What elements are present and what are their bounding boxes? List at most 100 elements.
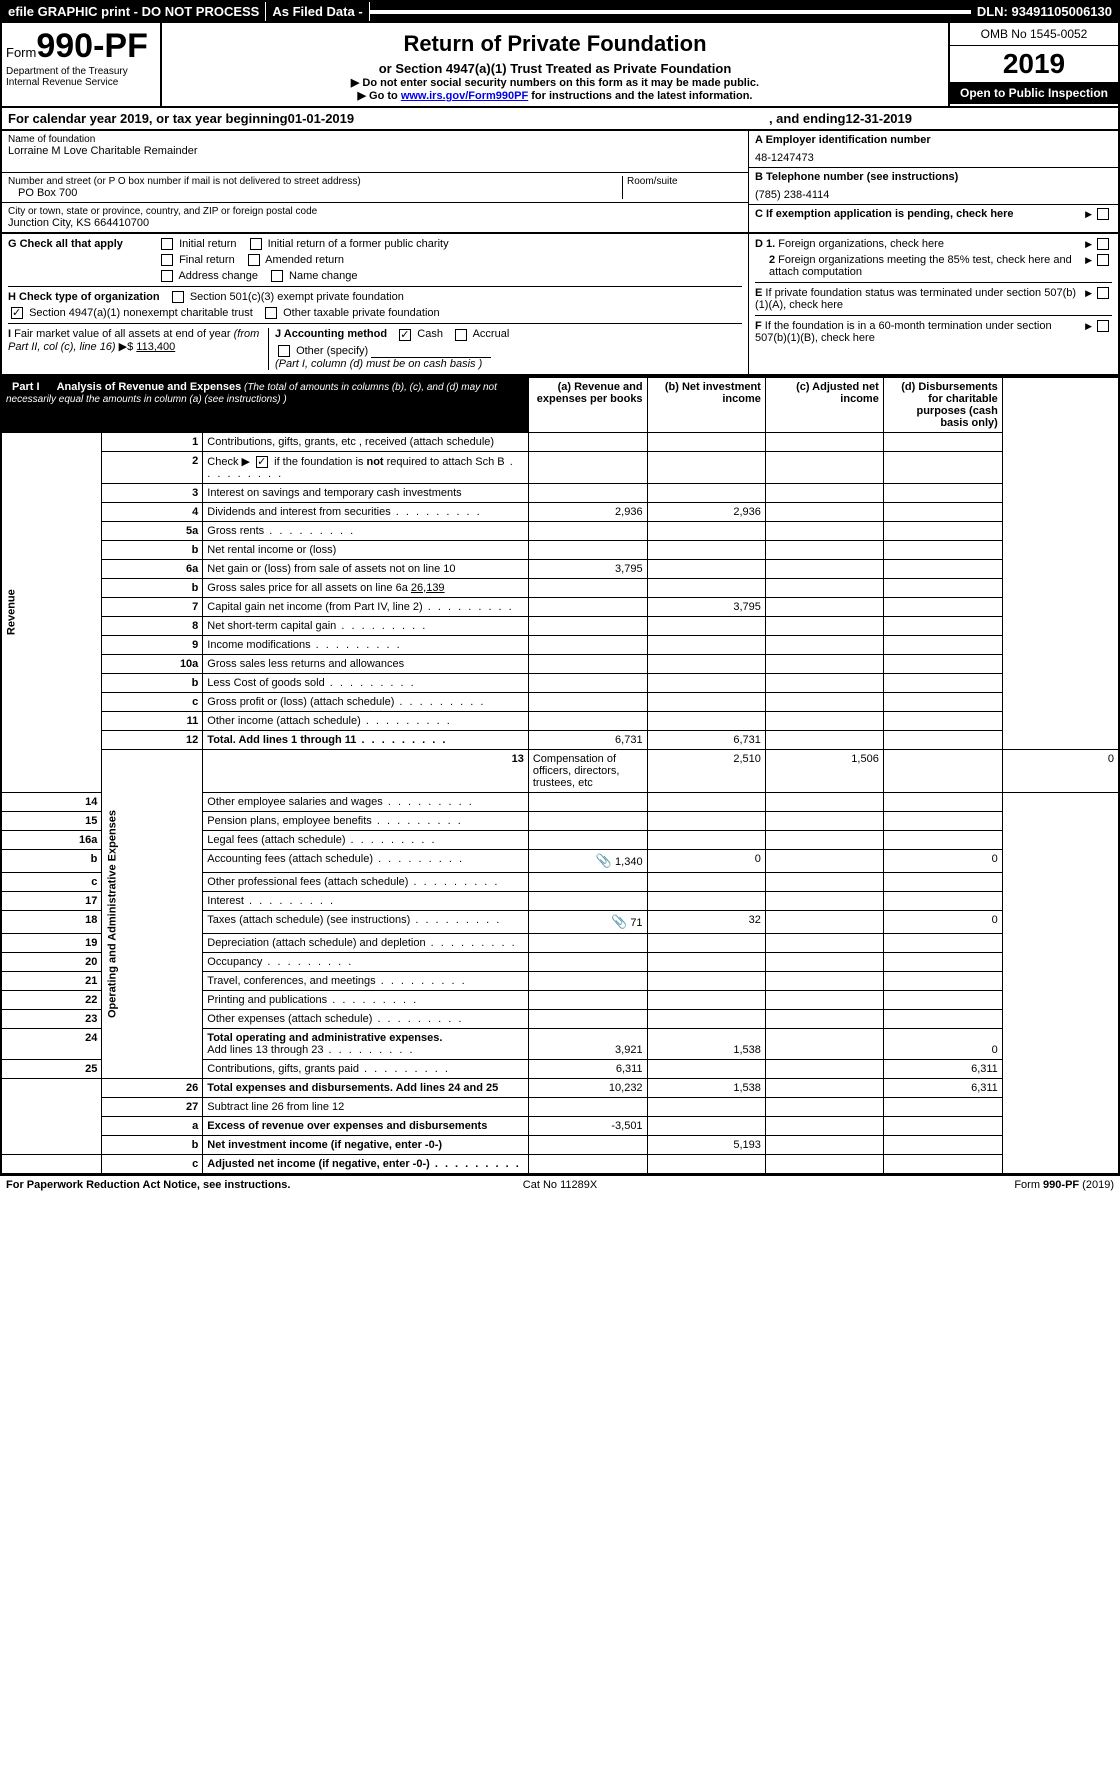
table-row: 11Other income (attach schedule) <box>1 711 1119 730</box>
row-num: b <box>102 673 203 692</box>
irs-link[interactable]: www.irs.gov/Form990PF <box>401 90 528 102</box>
r16b-label: Accounting fees (attach schedule) <box>207 853 373 865</box>
h-501c3-checkbox[interactable] <box>172 291 184 303</box>
row-desc: Pension plans, employee benefits <box>203 811 529 830</box>
g-o1: Initial return <box>179 238 236 250</box>
form-number: Form990-PF <box>6 27 156 66</box>
table-row: aExcess of revenue over expenses and dis… <box>1 1116 1119 1135</box>
row-desc: Legal fees (attach schedule) <box>203 830 529 849</box>
g-name-checkbox[interactable] <box>271 270 283 282</box>
header: Form990-PF Department of the Treasury In… <box>0 23 1120 108</box>
e-checkbox[interactable] <box>1097 287 1109 299</box>
r24b-label: Add lines 13 through 23 <box>207 1044 323 1056</box>
j-accrual: Accrual <box>473 328 510 340</box>
r25-d: 6,311 <box>883 1059 1002 1078</box>
addr-label: Number and street (or P O box number if … <box>8 176 622 187</box>
g-address-checkbox[interactable] <box>161 270 173 282</box>
table-row: 8Net short-term capital gain <box>1 616 1119 635</box>
col-c-header: (c) Adjusted net income <box>765 377 883 433</box>
r27c-label: Adjusted net income (if negative, enter … <box>207 1158 429 1170</box>
j-other-checkbox[interactable] <box>278 345 290 357</box>
top-bar: efile GRAPHIC print - DO NOT PROCESS As … <box>0 0 1120 23</box>
r13-a: 2,510 <box>647 749 765 792</box>
h-o2: Section 4947(a)(1) nonexempt charitable … <box>29 307 253 319</box>
h-other-checkbox[interactable] <box>265 307 277 319</box>
row-desc: Total expenses and disbursements. Add li… <box>203 1078 529 1097</box>
r4-a: 2,936 <box>528 502 647 521</box>
g-o3: Final return <box>179 254 235 266</box>
row-num: 23 <box>1 1009 102 1028</box>
cal-mid: , and ending <box>769 111 846 126</box>
d-e-f-right: D 1. Foreign organizations, check here 2… <box>748 234 1118 374</box>
row-num: c <box>1 872 102 891</box>
j-cash-checkbox[interactable] <box>399 329 411 341</box>
r2-checkbox[interactable] <box>256 456 268 468</box>
row-num: 24 <box>1 1028 102 1059</box>
g-final-checkbox[interactable] <box>161 254 173 266</box>
row-desc: Subtract line 26 from line 12 <box>203 1097 529 1116</box>
r13-d: 0 <box>1002 749 1119 792</box>
row-num: 22 <box>1 990 102 1009</box>
asfiled-label: As Filed Data - <box>266 2 369 21</box>
col-d-header: (d) Disbursements for charitable purpose… <box>883 377 1002 433</box>
r12-label: Total. Add lines 1 through 11 <box>207 734 356 746</box>
cal-begin: 01-01-2019 <box>288 111 355 126</box>
row-num: 5a <box>102 521 203 540</box>
r14-label: Other employee salaries and wages <box>207 796 382 808</box>
cal-pre: For calendar year 2019, or tax year begi… <box>8 111 288 126</box>
c-checkbox[interactable] <box>1097 208 1109 220</box>
j-other: Other (specify) <box>296 345 368 357</box>
g-former-checkbox[interactable] <box>250 238 262 250</box>
j-note: (Part I, column (d) must be on cash basi… <box>275 358 482 370</box>
table-row: 12Total. Add lines 1 through 116,7316,73… <box>1 730 1119 749</box>
arrow-icon <box>1085 287 1094 311</box>
row-desc: Excess of revenue over expenses and disb… <box>203 1116 529 1135</box>
table-row: cGross profit or (loss) (attach schedule… <box>1 692 1119 711</box>
col-a-header: (a) Revenue and expenses per books <box>528 377 647 433</box>
part1-table: Part I Analysis of Revenue and Expenses … <box>0 376 1120 1175</box>
r17-label: Interest <box>207 895 244 907</box>
title-sub: or Section 4947(a)(1) Trust Treated as P… <box>170 61 940 76</box>
d2-checkbox[interactable] <box>1097 254 1109 266</box>
g-amended-checkbox[interactable] <box>248 254 260 266</box>
efile-label: efile GRAPHIC print - DO NOT PROCESS <box>2 2 266 21</box>
row-num: 14 <box>1 792 102 811</box>
r24a-label: Total operating and administrative expen… <box>207 1032 442 1044</box>
r12-b: 6,731 <box>647 730 765 749</box>
h-o1: Section 501(c)(3) exempt private foundat… <box>190 291 404 303</box>
row-desc: Adjusted net income (if negative, enter … <box>203 1154 529 1174</box>
table-row: 4Dividends and interest from securities2… <box>1 502 1119 521</box>
table-row: Operating and Administrative Expenses 13… <box>1 749 1119 792</box>
note2-post: for instructions and the latest informat… <box>528 90 752 102</box>
attach-icon[interactable]: 📎 <box>596 853 612 868</box>
cal-end: 12-31-2019 <box>846 111 913 126</box>
h-label: H Check type of organization <box>8 291 160 303</box>
g-initial-checkbox[interactable] <box>161 238 173 250</box>
r6a-a: 3,795 <box>528 559 647 578</box>
header-left: Form990-PF Department of the Treasury In… <box>2 23 162 106</box>
row-desc: Contributions, gifts, grants, etc , rece… <box>203 432 529 451</box>
ein-cell: A Employer identification number 48-1247… <box>749 131 1118 168</box>
topbar-spacer <box>370 10 971 14</box>
table-row: 6aNet gain or (loss) from sale of assets… <box>1 559 1119 578</box>
r2-post: if the foundation is not required to att… <box>271 456 505 468</box>
f-checkbox[interactable] <box>1097 320 1109 332</box>
row-num: 7 <box>102 597 203 616</box>
row-desc: Income modifications <box>203 635 529 654</box>
r11-label: Other income (attach schedule) <box>207 715 360 727</box>
header-mid: Return of Private Foundation or Section … <box>162 23 948 106</box>
r26-d: 6,311 <box>883 1078 1002 1097</box>
r20-label: Occupancy <box>207 956 262 968</box>
row-desc: Gross sales less returns and allowances <box>203 654 529 673</box>
form-num: 990-PF <box>36 27 148 65</box>
row-num: b <box>102 1135 203 1154</box>
r26-b: 1,538 <box>647 1078 765 1097</box>
g-o6: Name change <box>289 270 358 282</box>
d1-checkbox[interactable] <box>1097 238 1109 250</box>
h-4947-checkbox[interactable] <box>11 307 23 319</box>
tax-year: 2019 <box>950 46 1118 82</box>
row-num: c <box>102 692 203 711</box>
r21-label: Travel, conferences, and meetings <box>207 975 375 987</box>
attach-icon[interactable]: 📎 <box>611 914 627 929</box>
j-accrual-checkbox[interactable] <box>455 329 467 341</box>
